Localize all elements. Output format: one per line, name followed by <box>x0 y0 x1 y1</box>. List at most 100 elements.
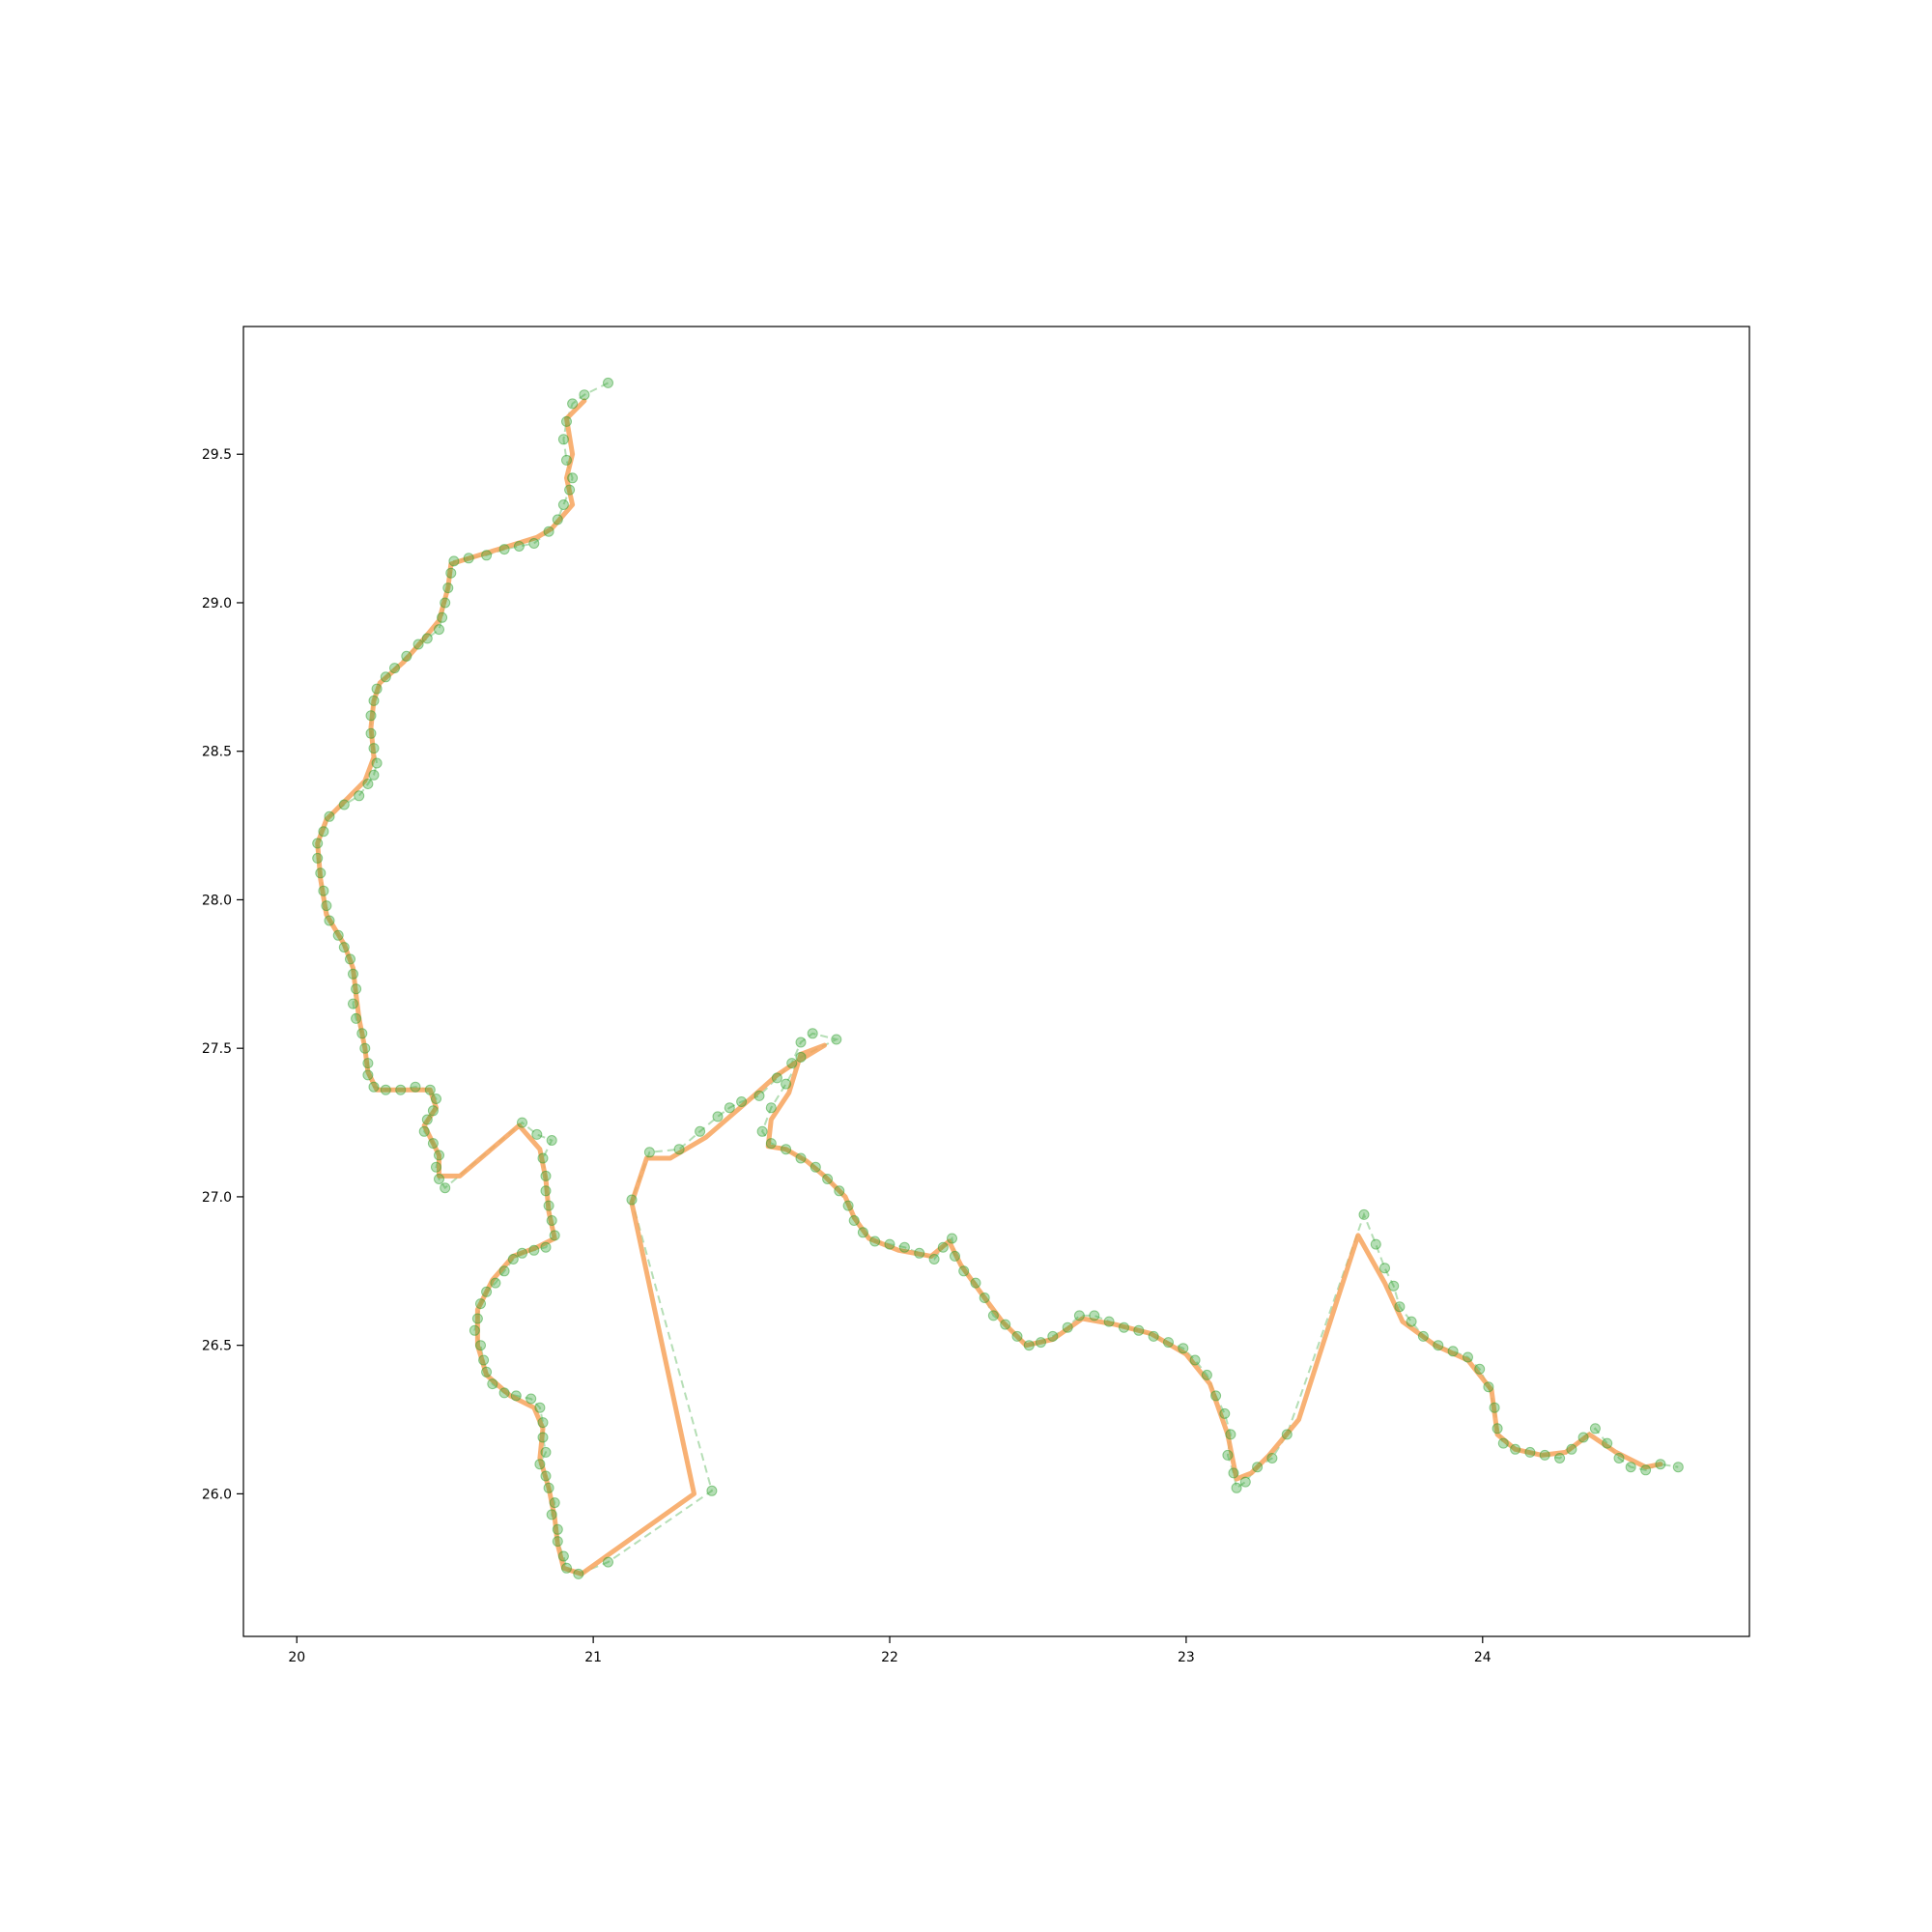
measured-point <box>603 377 613 388</box>
measured-point <box>1178 1343 1189 1354</box>
measured-point <box>557 1550 569 1562</box>
measured-point <box>1148 1330 1159 1342</box>
measured-point <box>756 1125 768 1137</box>
measured-point <box>1219 1407 1231 1419</box>
measured-point <box>469 1324 480 1336</box>
measured-point <box>540 1185 552 1197</box>
measured-point <box>448 555 460 567</box>
measured-point <box>753 1090 765 1101</box>
measured-point <box>481 1286 493 1297</box>
measured-point <box>380 671 391 683</box>
measured-point <box>315 867 327 879</box>
measured-point <box>507 1254 519 1264</box>
measured-point <box>1463 1351 1473 1363</box>
measured-point <box>626 1194 638 1206</box>
measured-point <box>831 1034 842 1045</box>
measured-point <box>1447 1346 1459 1357</box>
measured-point <box>427 1105 439 1117</box>
measured-point <box>987 1310 999 1321</box>
measured-point <box>410 1081 421 1093</box>
measured-point <box>540 1241 552 1253</box>
measured-point <box>348 968 358 980</box>
measured-point <box>937 1241 949 1253</box>
measured-point <box>724 1102 735 1114</box>
measured-point <box>786 1058 798 1069</box>
measured-point <box>1047 1330 1059 1342</box>
measured-point <box>490 1277 501 1289</box>
measured-point <box>781 1144 792 1155</box>
measured-point <box>1000 1319 1011 1330</box>
measured-point <box>695 1125 706 1137</box>
measured-point <box>498 544 510 555</box>
measured-point <box>412 639 424 650</box>
measured-point <box>1036 1337 1046 1349</box>
measured-point <box>1189 1354 1201 1366</box>
measured-point <box>1613 1453 1625 1463</box>
measured-point <box>537 1417 549 1429</box>
measured-point <box>736 1096 748 1107</box>
measured-point <box>603 1556 613 1568</box>
measured-point <box>1201 1369 1212 1380</box>
measured-point <box>471 1313 483 1324</box>
measured-point <box>950 1250 960 1262</box>
measured-point <box>543 526 554 537</box>
measured-point <box>1281 1429 1293 1440</box>
measured-point <box>487 1378 498 1390</box>
measured-point <box>1163 1337 1174 1349</box>
measured-point <box>332 929 344 941</box>
measured-point <box>947 1233 957 1244</box>
measured-point <box>807 1028 818 1039</box>
measured-point <box>1062 1321 1073 1333</box>
measured-point <box>463 553 474 564</box>
measured-point <box>771 1072 782 1084</box>
measured-point <box>557 499 569 510</box>
measured-point <box>356 1028 368 1039</box>
x-tick-label: 20 <box>288 1650 305 1665</box>
measured-point <box>765 1138 777 1150</box>
measured-point <box>421 1114 433 1125</box>
measured-point <box>389 663 400 674</box>
measured-point <box>673 1144 685 1155</box>
measured-point <box>421 633 433 644</box>
measured-point <box>869 1236 881 1247</box>
measured-point <box>1672 1462 1684 1473</box>
measured-point <box>371 683 383 695</box>
measured-point <box>437 611 448 623</box>
measured-point <box>1133 1324 1145 1336</box>
y-tick-label: 28.0 <box>202 893 232 908</box>
measured-point <box>1510 1443 1521 1455</box>
measured-point <box>546 1509 557 1520</box>
measured-point <box>498 1265 510 1277</box>
measured-point <box>1577 1432 1589 1443</box>
measured-point <box>481 1366 493 1378</box>
y-tick-label: 27.0 <box>202 1190 232 1206</box>
measured-point <box>434 1150 444 1161</box>
measured-point <box>552 1536 563 1548</box>
measured-point <box>884 1238 895 1250</box>
measured-point <box>1524 1446 1536 1458</box>
measured-point <box>567 398 579 410</box>
measured-point <box>1554 1453 1566 1463</box>
measured-point <box>970 1277 981 1289</box>
y-tick-label: 27.5 <box>202 1041 232 1057</box>
y-tick-label: 28.5 <box>202 745 232 760</box>
measured-point <box>765 1102 777 1114</box>
measured-point <box>321 900 332 912</box>
measured-point <box>517 1117 527 1128</box>
measured-point <box>543 1200 554 1211</box>
measured-point <box>712 1111 724 1122</box>
measured-point <box>1388 1280 1400 1292</box>
measured-point <box>1497 1437 1509 1449</box>
measured-point <box>362 1058 374 1069</box>
measured-point <box>418 1125 430 1137</box>
measured-point <box>338 942 350 953</box>
measured-point <box>795 1152 807 1164</box>
x-tick-label: 21 <box>584 1650 602 1665</box>
measured-point <box>1417 1330 1429 1342</box>
measured-point <box>1231 1482 1242 1493</box>
measured-point <box>351 983 362 995</box>
measured-point <box>573 1568 584 1579</box>
measured-point <box>324 810 335 822</box>
measured-point <box>354 790 365 802</box>
